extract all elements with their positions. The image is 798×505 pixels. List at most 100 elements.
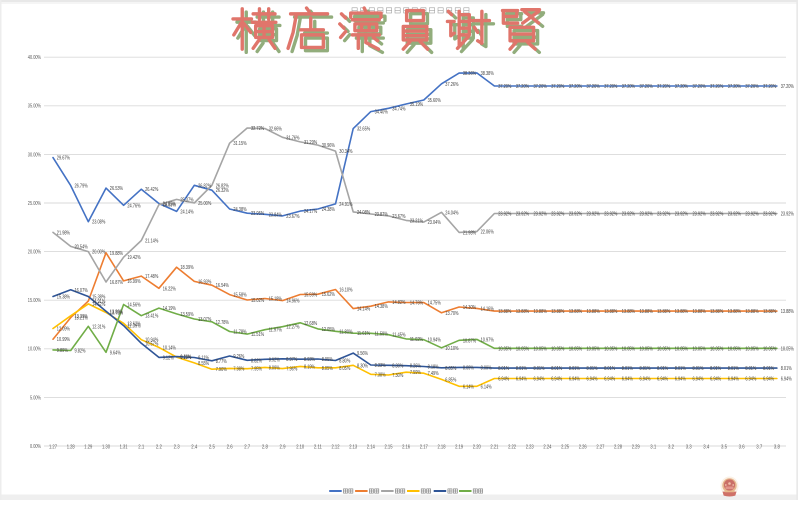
svg-text:1.29: 1.29 xyxy=(84,445,92,451)
svg-text:9.12%: 9.12% xyxy=(163,355,174,361)
svg-text:26.82%: 26.82% xyxy=(216,183,229,189)
svg-text:12.39%: 12.39% xyxy=(127,324,140,330)
svg-text:8.19%: 8.19% xyxy=(304,364,315,370)
svg-text:3.8: 3.8 xyxy=(774,445,780,451)
svg-text:14.16%: 14.16% xyxy=(481,306,494,312)
svg-text:35.00%: 35.00% xyxy=(28,104,41,110)
svg-text:18.39%: 18.39% xyxy=(180,265,193,271)
svg-text:2.24: 2.24 xyxy=(543,445,551,451)
svg-text:6.94%: 6.94% xyxy=(534,377,545,383)
svg-text:8.77%: 8.77% xyxy=(216,359,227,365)
svg-text:13.88%: 13.88% xyxy=(763,309,776,315)
svg-text:30.34%: 30.34% xyxy=(339,149,352,155)
svg-text:13.88%: 13.88% xyxy=(710,309,723,315)
svg-text:12.31%: 12.31% xyxy=(92,324,105,330)
svg-text:38.38%: 38.38% xyxy=(481,71,494,77)
svg-text:37.20%: 37.20% xyxy=(640,84,653,90)
svg-text:37.20%: 37.20% xyxy=(763,84,776,90)
svg-text:32.66%: 32.66% xyxy=(269,127,282,133)
svg-text:8.30%: 8.30% xyxy=(357,363,368,369)
svg-text:23.84%: 23.84% xyxy=(269,212,282,218)
svg-text:8.01%: 8.01% xyxy=(710,366,721,372)
svg-text:10.94%: 10.94% xyxy=(145,338,158,344)
svg-text:9.64%: 9.64% xyxy=(110,350,121,356)
svg-text:2.4: 2.4 xyxy=(191,445,197,451)
svg-text:2.22: 2.22 xyxy=(508,445,516,451)
svg-text:12.62%: 12.62% xyxy=(127,321,140,327)
svg-text:10.00%: 10.00% xyxy=(28,347,41,353)
svg-text:35.19%: 35.19% xyxy=(410,102,423,108)
svg-text:6.94%: 6.94% xyxy=(745,377,756,383)
svg-text:23.92%: 23.92% xyxy=(498,212,511,218)
svg-text:7.59%: 7.59% xyxy=(410,370,421,376)
svg-text:1.28: 1.28 xyxy=(67,445,75,451)
svg-text:14.96%: 14.96% xyxy=(286,299,299,305)
svg-text:12.27%: 12.27% xyxy=(286,325,299,331)
svg-text:37.20%: 37.20% xyxy=(516,84,529,90)
svg-text:6.94%: 6.94% xyxy=(640,377,651,383)
svg-text:14.38%: 14.38% xyxy=(375,304,388,310)
svg-text:2.26: 2.26 xyxy=(579,445,587,451)
svg-text:40.00%: 40.00% xyxy=(28,55,41,61)
svg-text:23.04%: 23.04% xyxy=(428,220,441,226)
svg-text:6.94%: 6.94% xyxy=(693,377,704,383)
svg-text:15.18%: 15.18% xyxy=(269,297,282,303)
svg-text:8.01%: 8.01% xyxy=(516,366,527,372)
svg-text:2.7: 2.7 xyxy=(244,445,250,451)
svg-text:10.05%: 10.05% xyxy=(693,346,706,352)
svg-text:13.88%: 13.88% xyxy=(640,309,653,315)
svg-text:34.74%: 34.74% xyxy=(392,106,405,112)
svg-text:23.92%: 23.92% xyxy=(551,212,564,218)
svg-text:9.20%: 9.20% xyxy=(180,355,191,361)
svg-text:1.30: 1.30 xyxy=(102,445,110,451)
svg-text:31.76%: 31.76% xyxy=(286,135,299,141)
svg-text:30.96%: 30.96% xyxy=(322,143,335,149)
svg-text:13.88%: 13.88% xyxy=(622,309,635,315)
svg-text:23.92%: 23.92% xyxy=(728,212,741,218)
svg-text:23.92%: 23.92% xyxy=(781,212,794,218)
svg-text:14.75%: 14.75% xyxy=(428,301,441,307)
svg-text:13.73%: 13.73% xyxy=(110,311,123,317)
svg-text:29.67%: 29.67% xyxy=(57,156,70,162)
svg-text:23.92%: 23.92% xyxy=(569,212,582,218)
svg-text:15.38%: 15.38% xyxy=(92,295,105,301)
svg-text:10.05%: 10.05% xyxy=(516,346,529,352)
svg-text:10.05%: 10.05% xyxy=(622,346,635,352)
svg-text:8.01%: 8.01% xyxy=(498,366,509,372)
svg-text:7.30%: 7.30% xyxy=(392,373,403,379)
svg-text:25.00%: 25.00% xyxy=(28,201,41,207)
svg-text:21.98%: 21.98% xyxy=(57,230,70,236)
svg-text:11.61%: 11.61% xyxy=(357,331,370,337)
svg-text:9.26%: 9.26% xyxy=(233,354,244,360)
svg-text:8.01%: 8.01% xyxy=(622,366,633,372)
svg-text:13.88%: 13.88% xyxy=(745,309,758,315)
svg-text:15.00%: 15.00% xyxy=(28,298,41,304)
svg-text:24.76%: 24.76% xyxy=(127,203,140,209)
svg-text:13.88%: 13.88% xyxy=(604,309,617,315)
svg-text:20.54%: 20.54% xyxy=(75,244,88,250)
svg-text:2.15: 2.15 xyxy=(385,445,393,451)
svg-text:11.51%: 11.51% xyxy=(251,332,264,338)
svg-text:37.20%: 37.20% xyxy=(622,84,635,90)
svg-text:6.14%: 6.14% xyxy=(481,384,492,390)
svg-text:2.29: 2.29 xyxy=(632,445,640,451)
svg-text:12.78%: 12.78% xyxy=(216,320,229,326)
svg-text:12.68%: 12.68% xyxy=(304,321,317,327)
svg-text:10.05%: 10.05% xyxy=(640,346,653,352)
svg-text:13.88%: 13.88% xyxy=(587,309,600,315)
svg-text:6.94%: 6.94% xyxy=(675,377,686,383)
svg-text:6.85%: 6.85% xyxy=(445,377,456,383)
svg-text:38.36%: 38.36% xyxy=(463,71,476,77)
svg-text:10.05%: 10.05% xyxy=(781,346,794,352)
svg-text:8.93%: 8.93% xyxy=(304,357,315,363)
svg-text:8.01%: 8.01% xyxy=(587,366,598,372)
svg-text:14.62%: 14.62% xyxy=(92,302,105,308)
svg-text:10.05%: 10.05% xyxy=(569,346,582,352)
svg-text:16.93%: 16.93% xyxy=(198,279,211,285)
svg-text:11.80%: 11.80% xyxy=(339,329,352,335)
svg-text:23.92%: 23.92% xyxy=(710,212,723,218)
svg-text:23.92%: 23.92% xyxy=(763,212,776,218)
svg-text:11.97%: 11.97% xyxy=(269,328,282,334)
svg-text:37.20%: 37.20% xyxy=(745,84,758,90)
svg-text:37.20%: 37.20% xyxy=(693,84,706,90)
